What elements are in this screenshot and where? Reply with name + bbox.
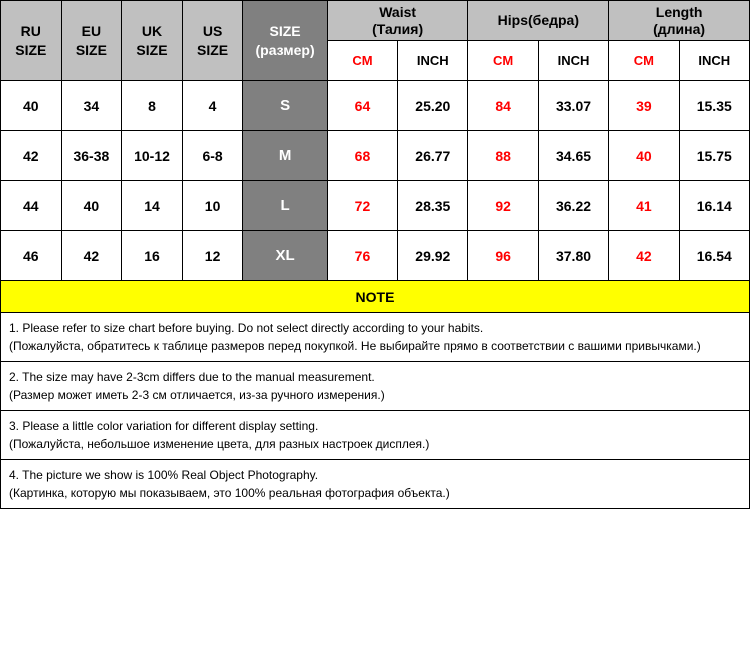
cell-us: 4: [182, 81, 243, 131]
cell-us: 6-8: [182, 131, 243, 181]
header-ru: RUSIZE: [1, 1, 62, 81]
cell-uk: 16: [122, 231, 183, 281]
cell-waist-in: 25.20: [398, 81, 468, 131]
cell-len-cm: 39: [609, 81, 679, 131]
note-row: 1. Please refer to size chart before buy…: [1, 313, 750, 362]
cell-size: M: [243, 131, 327, 181]
cell-len-in: 16.14: [679, 181, 749, 231]
cell-waist-cm: 76: [327, 231, 397, 281]
header-length: Length(длина): [609, 1, 750, 41]
header-hips: Hips(бедра): [468, 1, 609, 41]
header-waist: Waist(Талия): [327, 1, 468, 41]
note-row: 4. The picture we show is 100% Real Obje…: [1, 460, 750, 509]
note-text: 2. The size may have 2-3cm differs due t…: [1, 362, 750, 411]
table-row: 40 34 8 4 S 64 25.20 84 33.07 39 15.35: [1, 81, 750, 131]
cell-waist-cm: 68: [327, 131, 397, 181]
cell-len-in: 16.54: [679, 231, 749, 281]
cell-uk: 14: [122, 181, 183, 231]
cell-eu: 40: [61, 181, 122, 231]
cell-uk: 10-12: [122, 131, 183, 181]
cell-waist-in: 29.92: [398, 231, 468, 281]
cell-uk: 8: [122, 81, 183, 131]
cell-len-in: 15.35: [679, 81, 749, 131]
cell-len-cm: 42: [609, 231, 679, 281]
cell-eu: 36-38: [61, 131, 122, 181]
cell-waist-cm: 72: [327, 181, 397, 231]
cell-len-cm: 41: [609, 181, 679, 231]
header-waist-inch: INCH: [398, 41, 468, 81]
note-row: 3. Please a little color variation for d…: [1, 411, 750, 460]
cell-ru: 46: [1, 231, 62, 281]
cell-ru: 42: [1, 131, 62, 181]
cell-eu: 42: [61, 231, 122, 281]
cell-hips-cm: 92: [468, 181, 538, 231]
cell-hips-in: 33.07: [538, 81, 608, 131]
header-uk: UKSIZE: [122, 1, 183, 81]
cell-hips-cm: 84: [468, 81, 538, 131]
cell-ru: 40: [1, 81, 62, 131]
cell-size: L: [243, 181, 327, 231]
header-row-1: RUSIZE EUSIZE UKSIZE USSIZE SIZE(размер)…: [1, 1, 750, 41]
cell-hips-cm: 96: [468, 231, 538, 281]
cell-eu: 34: [61, 81, 122, 131]
table-row: 46 42 16 12 XL 76 29.92 96 37.80 42 16.5…: [1, 231, 750, 281]
size-chart-table: RUSIZE EUSIZE UKSIZE USSIZE SIZE(размер)…: [0, 0, 750, 509]
header-us: USSIZE: [182, 1, 243, 81]
note-row: 2. The size may have 2-3cm differs due t…: [1, 362, 750, 411]
cell-waist-cm: 64: [327, 81, 397, 131]
note-header-row: NOTE: [1, 281, 750, 313]
header-waist-cm: CM: [327, 41, 397, 81]
header-size: SIZE(размер): [243, 1, 327, 81]
table-row: 42 36-38 10-12 6-8 M 68 26.77 88 34.65 4…: [1, 131, 750, 181]
header-eu: EUSIZE: [61, 1, 122, 81]
header-hips-cm: CM: [468, 41, 538, 81]
cell-hips-in: 34.65: [538, 131, 608, 181]
note-text: 1. Please refer to size chart before buy…: [1, 313, 750, 362]
header-length-cm: CM: [609, 41, 679, 81]
cell-ru: 44: [1, 181, 62, 231]
header-hips-inch: INCH: [538, 41, 608, 81]
cell-size: S: [243, 81, 327, 131]
cell-us: 10: [182, 181, 243, 231]
cell-waist-in: 28.35: [398, 181, 468, 231]
cell-waist-in: 26.77: [398, 131, 468, 181]
cell-hips-in: 37.80: [538, 231, 608, 281]
note-text: 4. The picture we show is 100% Real Obje…: [1, 460, 750, 509]
cell-hips-in: 36.22: [538, 181, 608, 231]
header-length-inch: INCH: [679, 41, 749, 81]
cell-size: XL: [243, 231, 327, 281]
cell-hips-cm: 88: [468, 131, 538, 181]
note-title: NOTE: [1, 281, 750, 313]
table-row: 44 40 14 10 L 72 28.35 92 36.22 41 16.14: [1, 181, 750, 231]
cell-len-cm: 40: [609, 131, 679, 181]
cell-len-in: 15.75: [679, 131, 749, 181]
note-text: 3. Please a little color variation for d…: [1, 411, 750, 460]
cell-us: 12: [182, 231, 243, 281]
